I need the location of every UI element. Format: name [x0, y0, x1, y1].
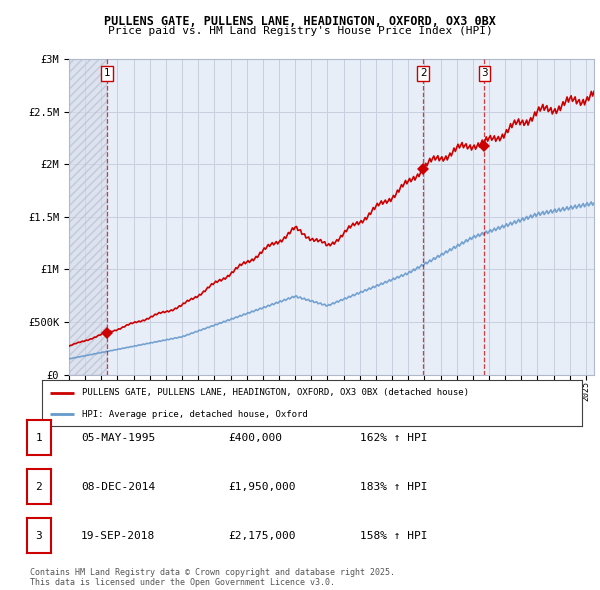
Bar — [69, 59, 107, 375]
Text: £400,000: £400,000 — [228, 433, 282, 442]
Text: 183% ↑ HPI: 183% ↑ HPI — [360, 482, 427, 491]
Text: 3: 3 — [481, 68, 488, 78]
Text: Price paid vs. HM Land Registry's House Price Index (HPI): Price paid vs. HM Land Registry's House … — [107, 26, 493, 36]
Text: £1,950,000: £1,950,000 — [228, 482, 296, 491]
Text: Contains HM Land Registry data © Crown copyright and database right 2025.
This d: Contains HM Land Registry data © Crown c… — [30, 568, 395, 587]
Text: PULLENS GATE, PULLENS LANE, HEADINGTON, OXFORD, OX3 0BX (detached house): PULLENS GATE, PULLENS LANE, HEADINGTON, … — [83, 388, 470, 397]
Text: PULLENS GATE, PULLENS LANE, HEADINGTON, OXFORD, OX3 0BX: PULLENS GATE, PULLENS LANE, HEADINGTON, … — [104, 15, 496, 28]
Text: 1: 1 — [104, 68, 110, 78]
Text: 19-SEP-2018: 19-SEP-2018 — [81, 531, 155, 540]
Text: £2,175,000: £2,175,000 — [228, 531, 296, 540]
Text: 1: 1 — [35, 433, 43, 442]
Text: HPI: Average price, detached house, Oxford: HPI: Average price, detached house, Oxfo… — [83, 410, 308, 419]
Text: 08-DEC-2014: 08-DEC-2014 — [81, 482, 155, 491]
Text: 2: 2 — [35, 482, 43, 491]
Text: 05-MAY-1995: 05-MAY-1995 — [81, 433, 155, 442]
Text: 2: 2 — [420, 68, 427, 78]
Text: 3: 3 — [35, 531, 43, 540]
Text: 158% ↑ HPI: 158% ↑ HPI — [360, 531, 427, 540]
Bar — [69, 59, 107, 375]
Text: 162% ↑ HPI: 162% ↑ HPI — [360, 433, 427, 442]
